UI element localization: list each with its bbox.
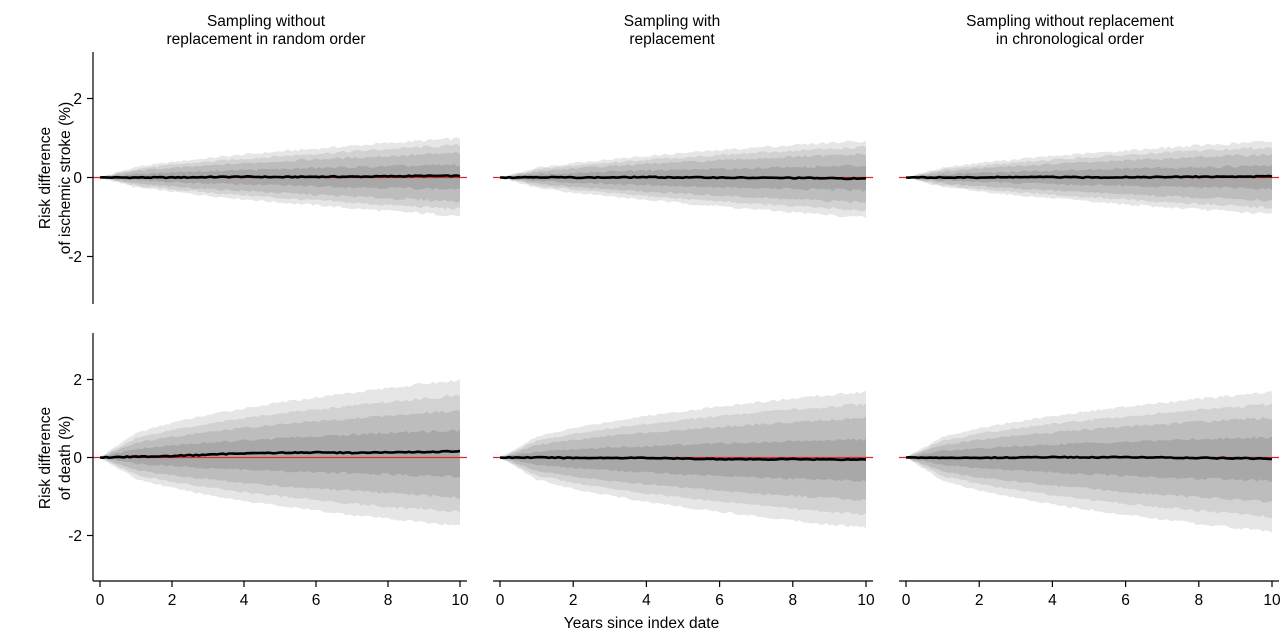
y-tick-label: -2 [68,249,82,266]
y-tick-label: 2 [73,91,82,108]
panel-title-col1-line2: replacement in random order [166,31,366,48]
panel-2 [493,140,873,219]
panel-1: -2 0 2 [68,52,467,304]
simulation-band-4 [500,438,866,483]
x-tick-label: 2 [975,592,984,609]
panel-title-col3: Sampling without replacement in chronolo… [920,13,1220,49]
panel-3 [899,140,1279,215]
median-line [499,175,867,181]
y-tick-label: 0 [73,450,82,467]
x-tick-label: 6 [1121,592,1130,609]
panel-5: 0 2 4 6 8 10 [493,390,875,609]
y-tick-label: 2 [73,372,82,389]
x-tick-label: 8 [788,592,797,609]
x-tick-label: 4 [240,592,249,609]
x-tick-label: 8 [384,592,393,609]
panel-title-col3-line1: Sampling without replacement [966,13,1174,30]
x-tick-label: 10 [857,592,875,609]
panel-title-col2: Sampling with replacement [522,13,822,49]
x-axis-label: Years since index date [563,615,720,632]
x-tick-label: 10 [451,592,469,609]
median-line [905,455,1272,461]
median-line [99,174,461,180]
x-tick-label: 6 [312,592,321,609]
simulation-band-4 [906,436,1272,482]
x-tick-label: 0 [902,592,911,609]
y-tick-label: 0 [73,170,82,187]
panel-4: -2 0 2 0 2 4 6 8 10 [68,333,469,609]
panel-6: 0 2 4 6 8 10 [899,391,1281,609]
median-line [499,455,867,462]
panel-title-col2-line2: replacement [629,31,715,48]
panel-title-col3-line2: in chronological order [995,31,1145,48]
x-tick-label: 2 [168,592,177,609]
y-tick-label: -2 [68,528,82,545]
x-tick-label: 6 [715,592,724,609]
x-tick-label: 4 [1048,592,1057,609]
panel-title-col1: Sampling without replacement in random o… [116,13,416,49]
median-line [905,174,1273,180]
x-tick-label: 4 [642,592,651,609]
x-tick-label: 2 [569,592,578,609]
x-tick-label: 10 [1263,592,1281,609]
panel-title-col2-line1: Sampling with [623,13,721,30]
x-tick-label: 8 [1194,592,1203,609]
median-line [99,449,461,460]
x-tick-label: 0 [496,592,505,609]
x-tick-label: 0 [96,592,105,609]
panel-title-col1-line1: Sampling without [206,13,326,30]
